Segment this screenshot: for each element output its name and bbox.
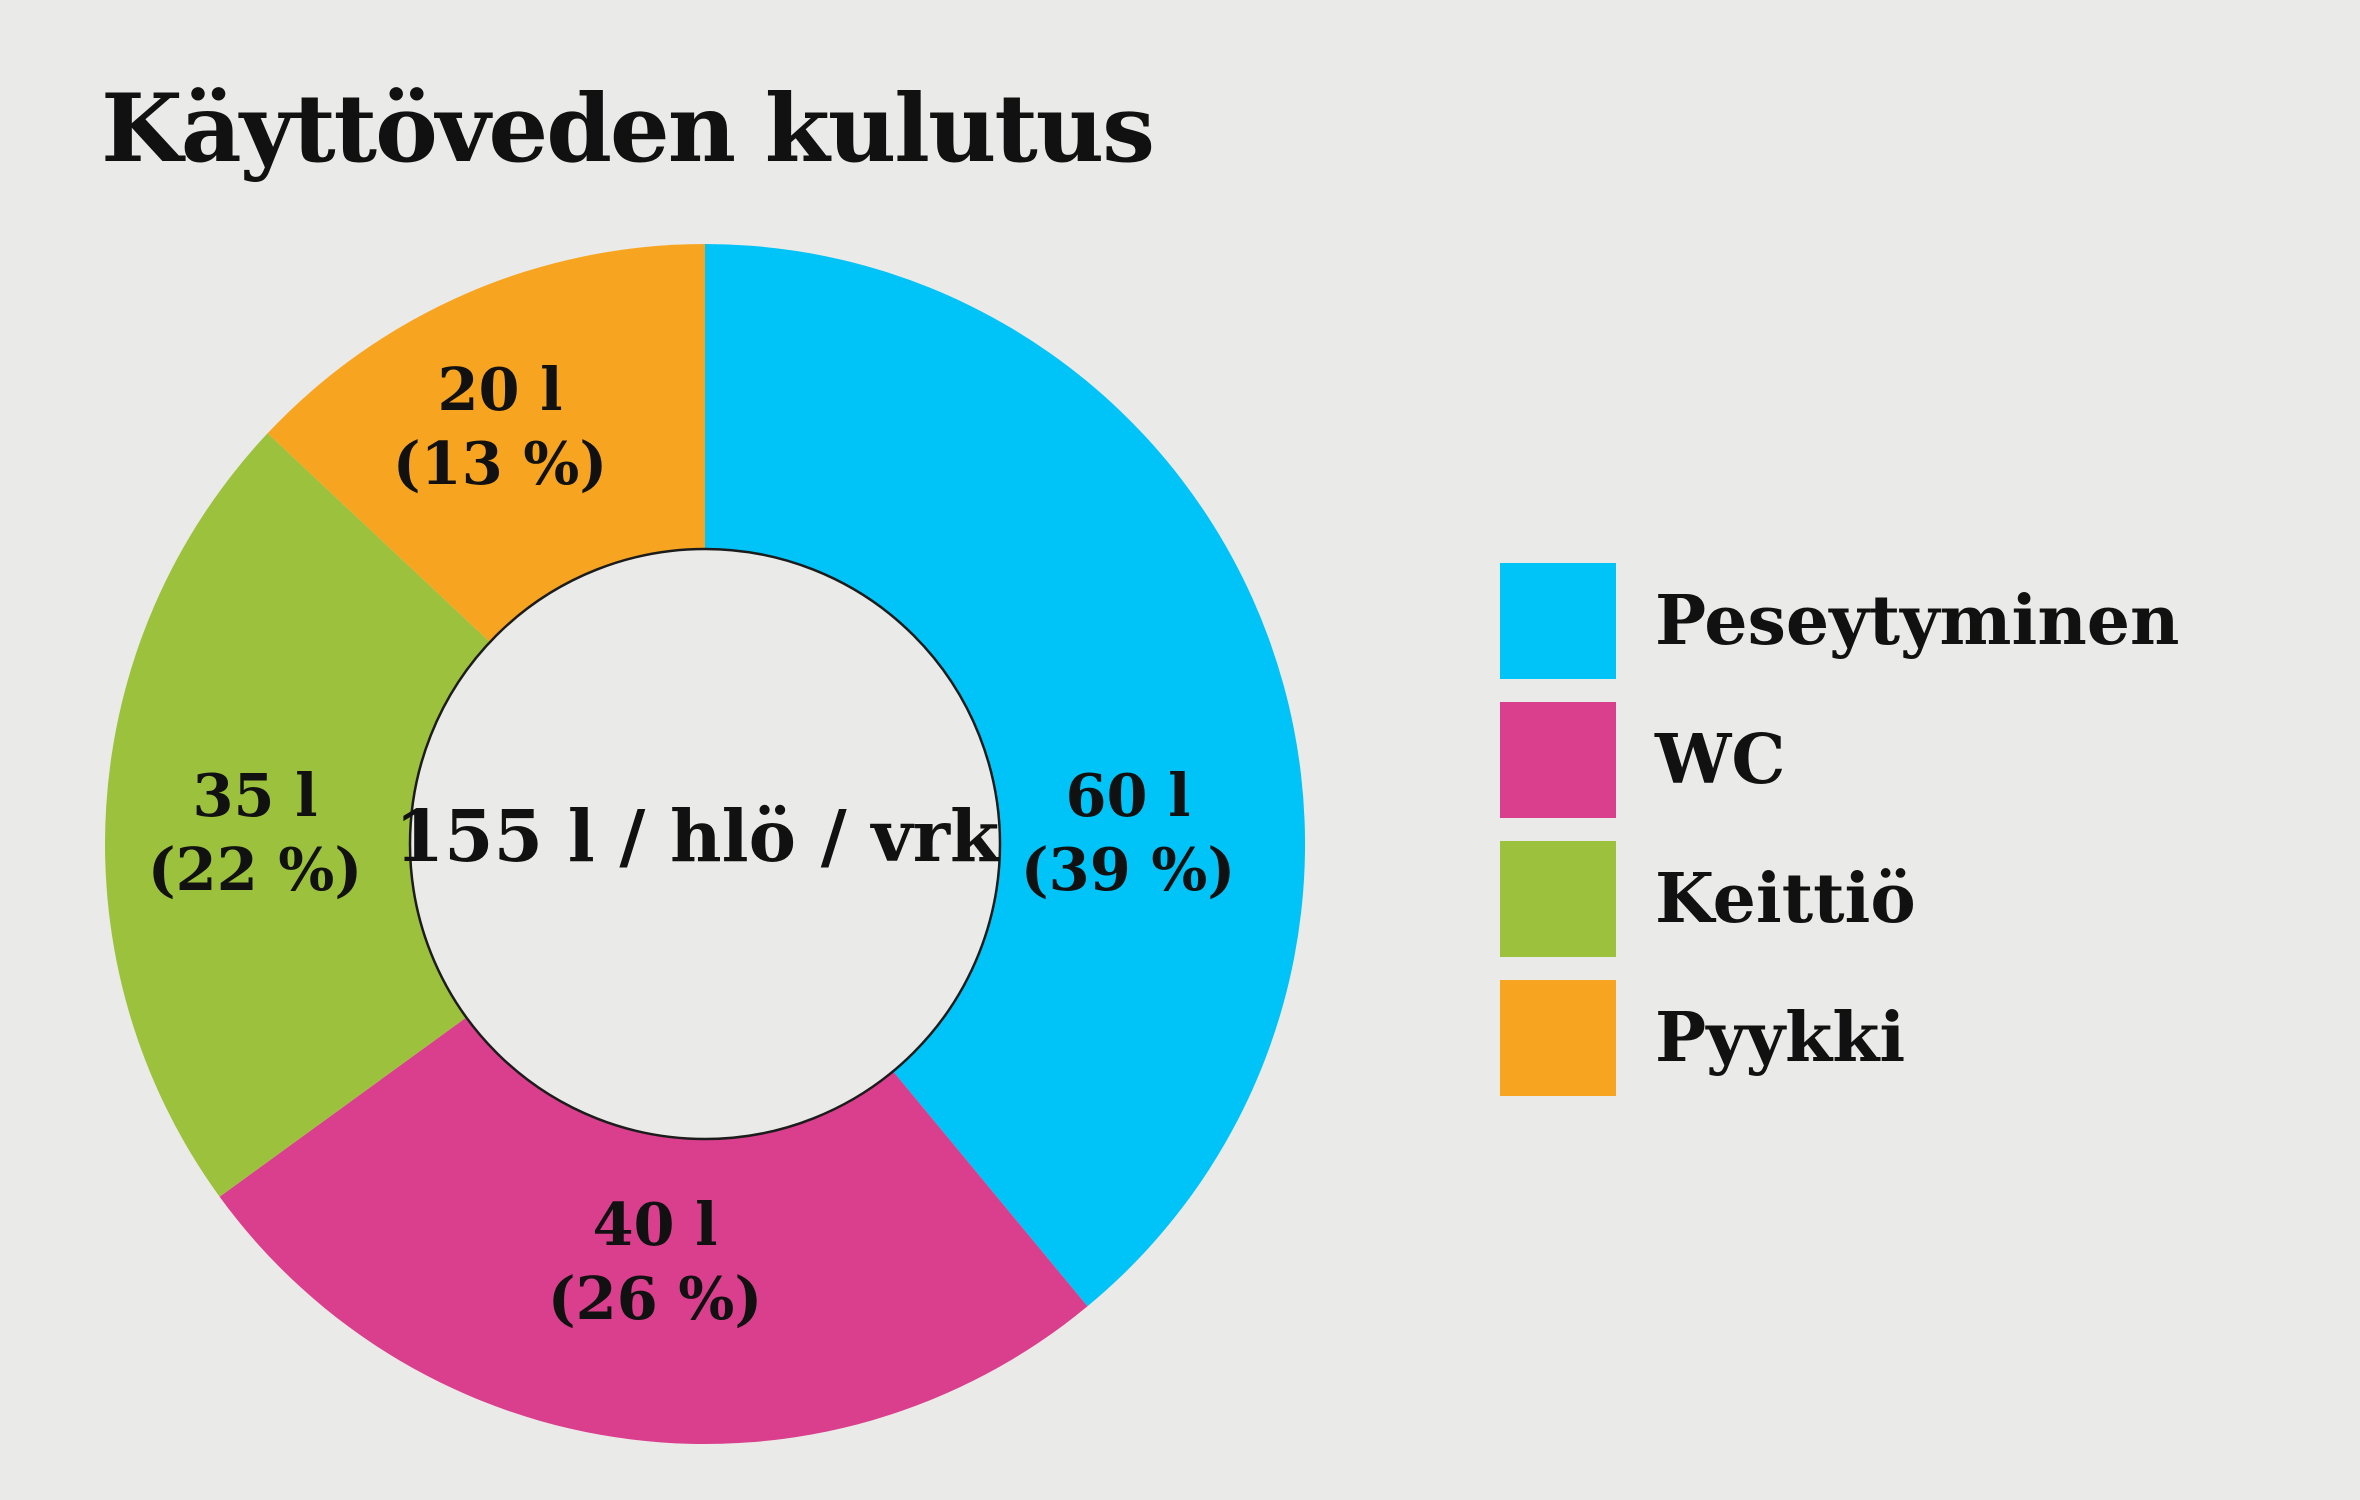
slice-pct-label: (26 %)	[547, 1264, 763, 1333]
slice-label-pyykki: 20 l (13 %)	[393, 353, 608, 501]
slice-wc	[219, 844, 1088, 1445]
donut-center-total: 155 l / hlö / vrk	[394, 794, 1000, 878]
slice-value-label: 60 l	[1065, 761, 1191, 830]
slice-pct-label: (22 %)	[147, 835, 363, 904]
legend-label-wc: WC	[1655, 720, 1786, 800]
legend-swatch-pyykki	[1500, 980, 1616, 1096]
legend-label-pyykki: Pyykki	[1655, 998, 1906, 1078]
legend-swatch-wc	[1500, 702, 1616, 818]
legend-swatch-peseytyminen	[1500, 563, 1616, 679]
legend-swatch-keittio	[1500, 841, 1616, 957]
slice-value-label: 35 l	[192, 761, 318, 830]
slice-label-wc: 40 l (26 %)	[548, 1188, 763, 1336]
slice-keittio	[104, 433, 705, 1197]
chart-title: Käyttöveden kulutus	[101, 74, 1155, 184]
donut-hole	[408, 547, 1002, 1141]
legend: Peseytyminen WC Keittiö Pyykki	[1500, 563, 2179, 1119]
slice-peseytyminen	[705, 244, 1306, 1307]
donut-slices	[104, 244, 1306, 1445]
legend-item-peseytyminen: Peseytyminen	[1500, 563, 2179, 679]
legend-label-keittio: Keittiö	[1655, 859, 1916, 939]
slice-label-peseytyminen: 60 l (39 %)	[1021, 759, 1236, 907]
legend-item-keittio: Keittiö	[1500, 841, 2179, 957]
slice-pct-label: (13 %)	[392, 429, 608, 498]
legend-item-pyykki: Pyykki	[1500, 980, 2179, 1096]
slice-pct-label: (39 %)	[1020, 835, 1236, 904]
slice-label-keittio: 35 l (22 %)	[148, 759, 363, 907]
legend-item-wc: WC	[1500, 702, 2179, 818]
slice-value-label: 40 l	[592, 1190, 718, 1259]
legend-label-peseytyminen: Peseytyminen	[1655, 581, 2180, 661]
slice-value-label: 20 l	[437, 355, 563, 424]
